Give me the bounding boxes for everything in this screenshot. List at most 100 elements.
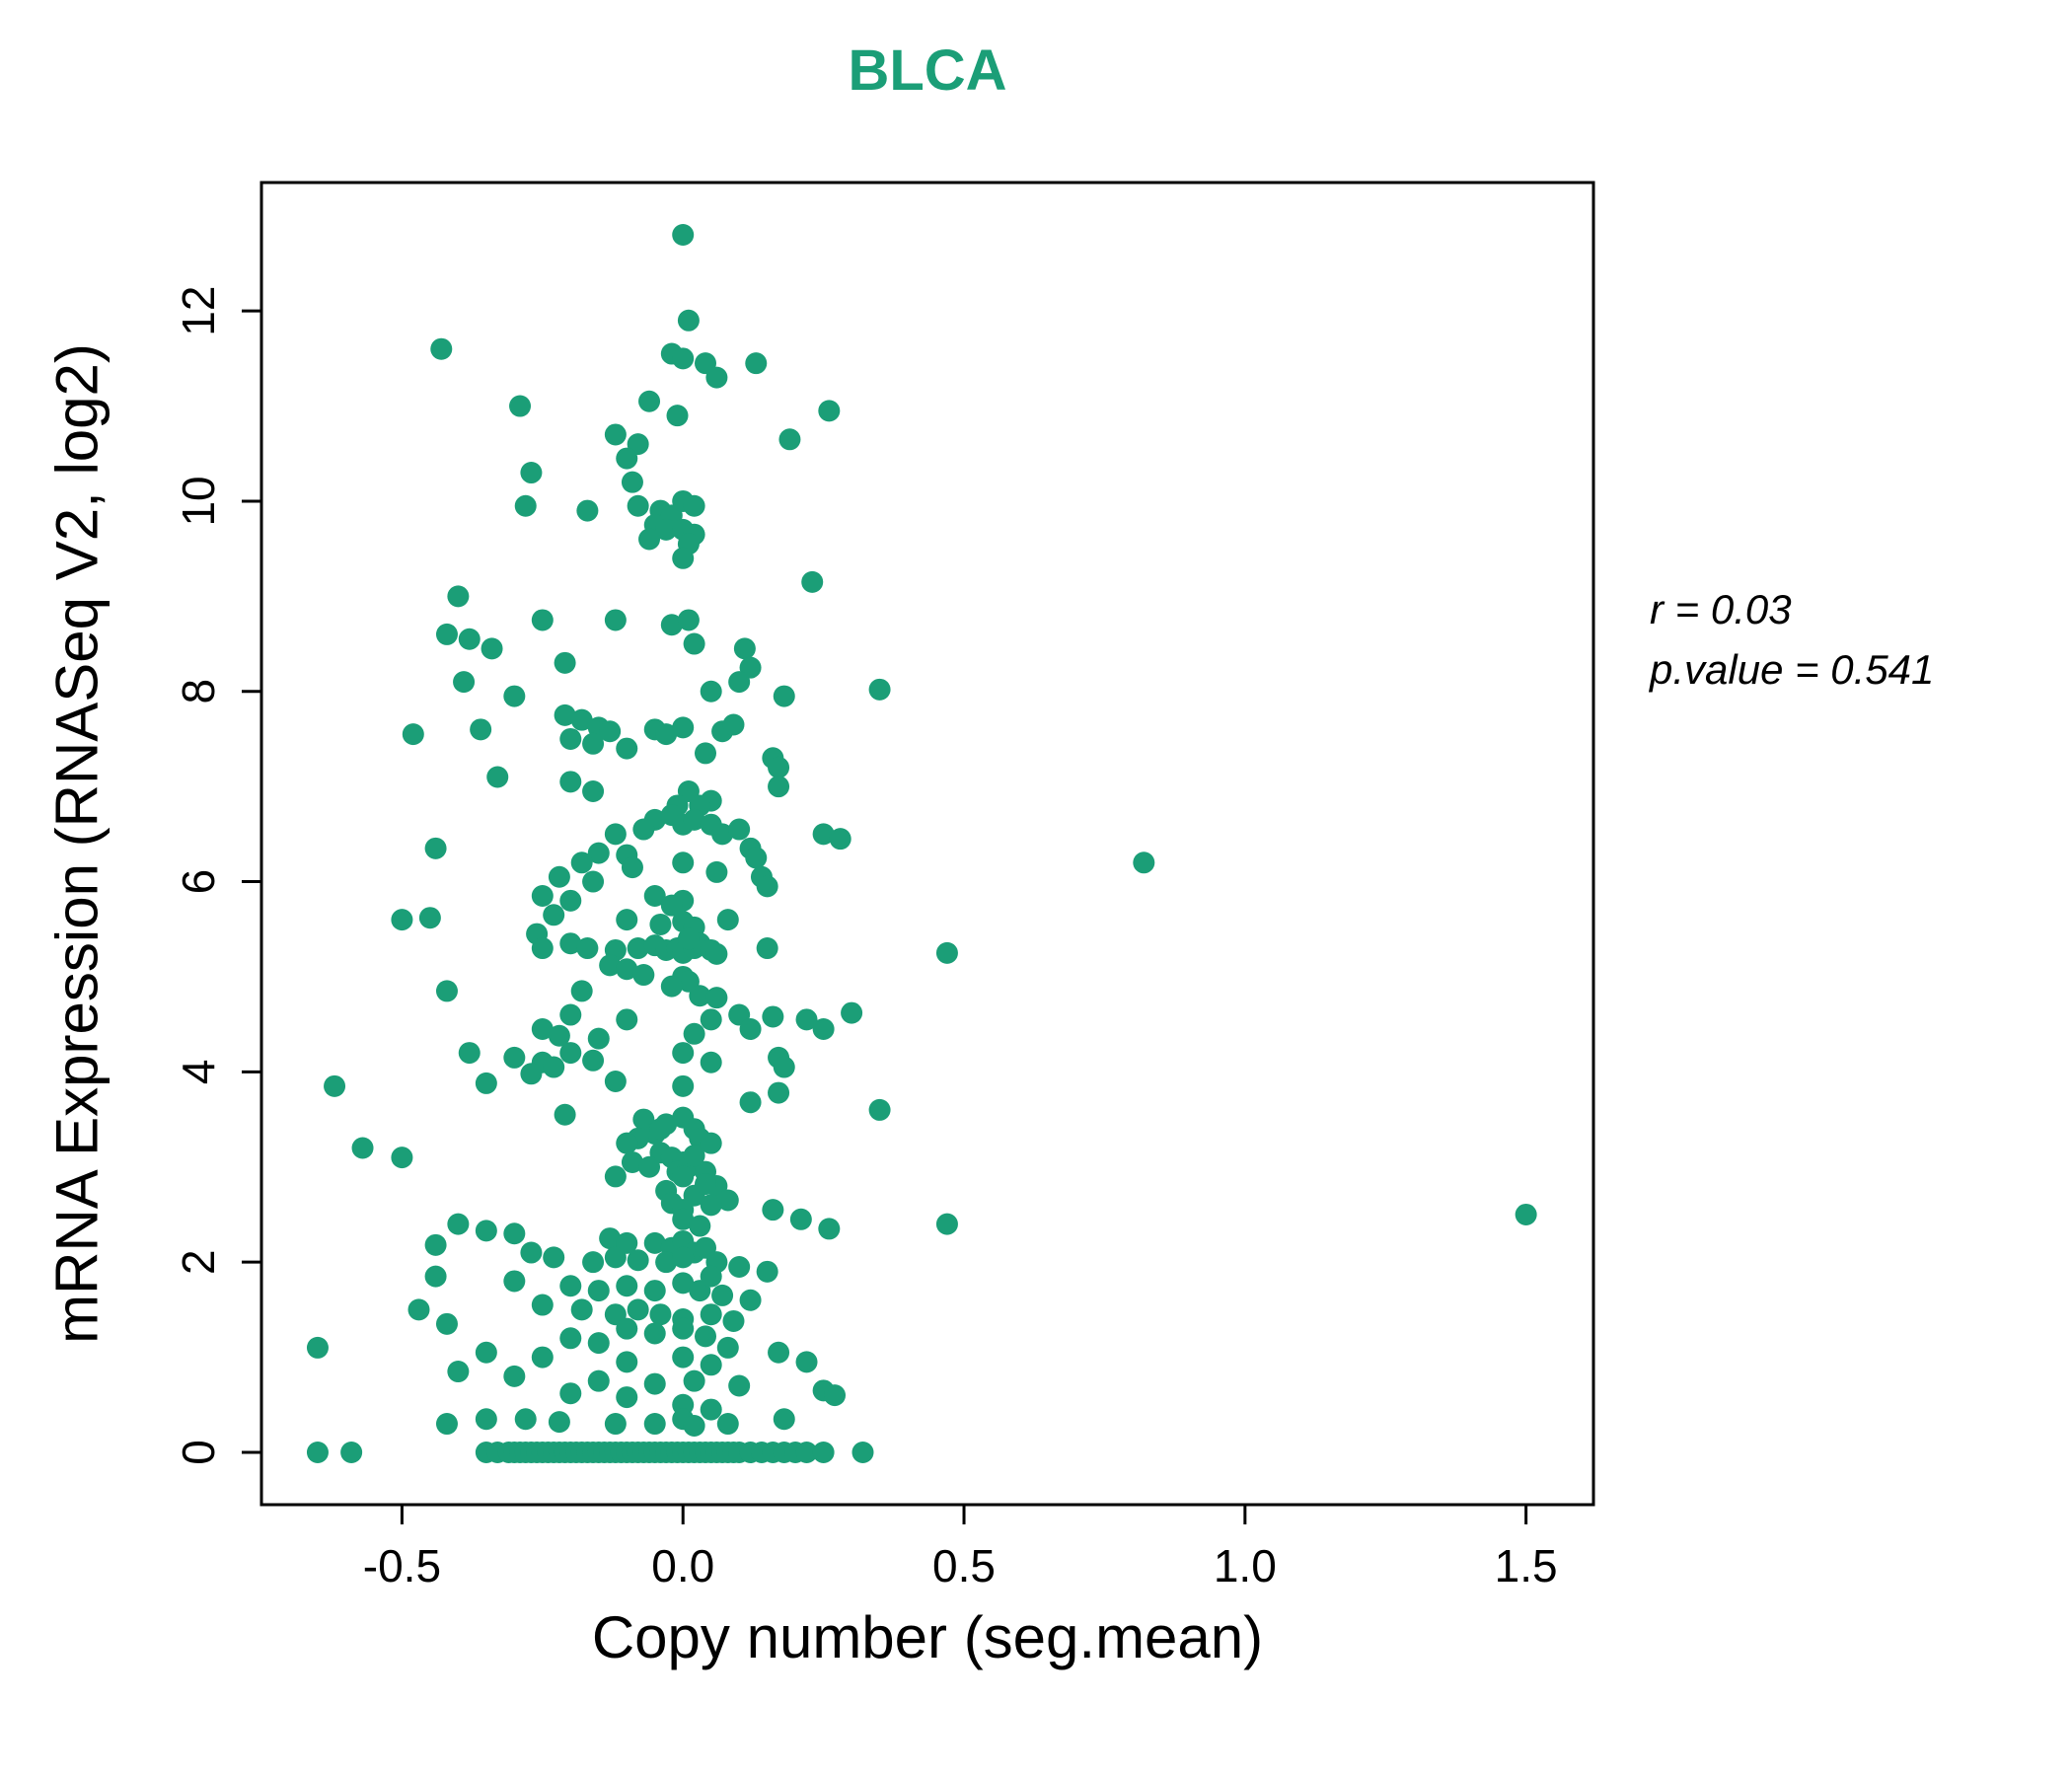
x-tick-label: 0.5 (932, 1540, 996, 1591)
data-point (503, 1222, 526, 1245)
data-point (700, 1051, 722, 1073)
data-point (683, 1022, 705, 1045)
plot-border (259, 181, 1595, 1507)
data-point (435, 623, 458, 645)
data-point (576, 937, 599, 960)
data-point (616, 1132, 638, 1154)
data-point (475, 1341, 497, 1364)
data-point (470, 718, 492, 741)
data-point (514, 1408, 537, 1431)
data-point (616, 1386, 638, 1409)
data-point (559, 727, 582, 750)
data-point (812, 823, 835, 846)
data-point (677, 309, 700, 332)
data-point (582, 1251, 605, 1274)
data-point (520, 1063, 543, 1085)
data-point (824, 1384, 847, 1407)
y-tick-label: 4 (173, 1060, 224, 1085)
data-point (773, 1408, 795, 1431)
data-point (559, 771, 582, 793)
data-point (627, 1298, 649, 1321)
data-point (1515, 1203, 1537, 1225)
data-point (531, 1017, 554, 1040)
data-point (447, 1361, 470, 1383)
data-point (599, 1227, 622, 1250)
data-point (582, 1049, 605, 1072)
data-point (643, 1413, 666, 1436)
data-point (643, 885, 666, 908)
data-point (503, 1270, 526, 1293)
data-point (841, 1001, 863, 1024)
data-point (700, 1354, 722, 1376)
data-point (599, 954, 622, 977)
y-tick-label: 12 (173, 286, 224, 336)
data-point (660, 894, 683, 917)
data-point (435, 980, 458, 1002)
data-point (672, 347, 695, 370)
data-point (616, 909, 638, 931)
data-point (391, 1147, 413, 1169)
data-point (559, 889, 582, 912)
data-point (683, 632, 705, 655)
data-point (700, 1303, 722, 1326)
data-point (582, 779, 605, 802)
stat-p-value: p.value = 0.541 (1650, 645, 1935, 693)
data-point (531, 885, 554, 908)
data-point (660, 975, 683, 998)
data-point (520, 1241, 543, 1264)
data-point (430, 337, 453, 360)
data-point (745, 847, 768, 869)
data-point (351, 1137, 374, 1159)
data-point (722, 713, 745, 736)
data-point (616, 958, 638, 981)
data-point (632, 964, 655, 987)
data-point (424, 1233, 447, 1256)
data-point (531, 1346, 554, 1369)
data-point (391, 909, 413, 931)
data-point (672, 1208, 695, 1230)
y-tick-label: 8 (173, 679, 224, 704)
x-axis-label: Copy number (seg.mean) (591, 1604, 1264, 1670)
data-point (795, 1441, 818, 1463)
data-point (722, 1309, 745, 1332)
data-point (418, 907, 441, 929)
data-point (683, 1414, 705, 1437)
data-point (700, 680, 722, 703)
data-point (587, 1332, 610, 1355)
data-point (768, 1341, 790, 1364)
y-tick-label: 6 (173, 869, 224, 895)
data-point (604, 1165, 627, 1188)
data-point (486, 766, 509, 788)
data-point (700, 1194, 722, 1217)
data-point (672, 547, 695, 569)
data-point (716, 1413, 739, 1436)
data-point (756, 1260, 778, 1283)
data-point (604, 423, 627, 446)
data-point (503, 1046, 526, 1069)
data-point (672, 1042, 695, 1065)
data-point (716, 1336, 739, 1359)
data-point (677, 609, 700, 631)
data-point (616, 1275, 638, 1297)
x-tick-label: -0.5 (363, 1540, 441, 1591)
data-point (643, 1280, 666, 1302)
data-point (695, 742, 716, 765)
data-point (789, 1208, 812, 1230)
data-point (548, 865, 570, 888)
data-point (829, 828, 851, 851)
data-point (435, 1413, 458, 1436)
data-point (716, 1189, 739, 1212)
data-point (655, 1251, 678, 1274)
y-axis-label: mRNA Expression (RNASeq V2, log2) (43, 343, 111, 1344)
data-point (509, 395, 532, 417)
data-point (424, 1265, 447, 1288)
data-point (559, 1003, 582, 1026)
data-point (1133, 851, 1155, 874)
data-point (756, 875, 778, 898)
data-point (728, 671, 751, 694)
data-point (543, 1056, 565, 1078)
data-point (700, 1132, 722, 1154)
data-point (728, 1374, 751, 1397)
data-point (503, 1365, 526, 1387)
